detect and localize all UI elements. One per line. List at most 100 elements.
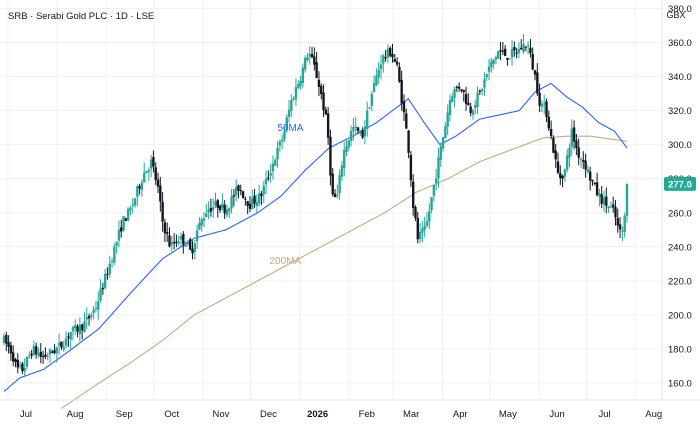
- candle-body[interactable]: [326, 113, 330, 138]
- candle-body[interactable]: [202, 218, 206, 221]
- candle-body[interactable]: [230, 196, 233, 209]
- candle-body[interactable]: [276, 147, 279, 160]
- candle-body[interactable]: [451, 96, 454, 103]
- candle-series[interactable]: [2, 34, 629, 378]
- candle-body[interactable]: [600, 194, 603, 204]
- candle-body[interactable]: [37, 353, 40, 356]
- candle-body[interactable]: [363, 126, 367, 137]
- candle-body[interactable]: [161, 201, 164, 222]
- candle-body[interactable]: [430, 197, 433, 211]
- candle-body[interactable]: [2, 336, 6, 343]
- candle-body[interactable]: [407, 130, 410, 153]
- candle-body[interactable]: [7, 342, 10, 347]
- candle-body[interactable]: [51, 351, 54, 353]
- candle-body[interactable]: [25, 356, 29, 367]
- candle-body[interactable]: [588, 171, 592, 181]
- candle-body[interactable]: [322, 92, 325, 111]
- candle-body[interactable]: [418, 231, 422, 240]
- candle-body[interactable]: [343, 149, 346, 168]
- candle-body[interactable]: [71, 326, 75, 332]
- candle-body[interactable]: [503, 48, 507, 56]
- candle-body[interactable]: [492, 59, 495, 64]
- candle-body[interactable]: [517, 48, 521, 53]
- candle-body[interactable]: [287, 109, 291, 117]
- candle-body[interactable]: [462, 89, 465, 93]
- candle-body[interactable]: [579, 158, 583, 160]
- candle-body[interactable]: [14, 359, 17, 362]
- candle-body[interactable]: [370, 93, 374, 106]
- candle-body[interactable]: [94, 308, 98, 310]
- candle-body[interactable]: [434, 178, 438, 184]
- candle-body[interactable]: [106, 274, 109, 276]
- candle-body[interactable]: [57, 342, 61, 346]
- candle-body[interactable]: [241, 191, 245, 198]
- candle-body[interactable]: [147, 169, 151, 172]
- candle-body[interactable]: [154, 167, 157, 180]
- candle-body[interactable]: [366, 110, 369, 129]
- candle-body[interactable]: [444, 126, 447, 139]
- candle-body[interactable]: [611, 204, 615, 208]
- candle-body[interactable]: [338, 175, 341, 194]
- candle-body[interactable]: [189, 239, 192, 250]
- candle-body[interactable]: [101, 287, 105, 290]
- candle-body[interactable]: [170, 242, 174, 245]
- candle-body[interactable]: [625, 183, 629, 217]
- candle-body[interactable]: [345, 146, 348, 153]
- candle-body[interactable]: [474, 104, 477, 108]
- candle-body[interactable]: [536, 72, 539, 94]
- candle-body[interactable]: [166, 232, 169, 234]
- candle-body[interactable]: [53, 350, 56, 354]
- candle-body[interactable]: [205, 213, 208, 217]
- candle-body[interactable]: [97, 301, 100, 310]
- candle-body[interactable]: [294, 87, 298, 100]
- candle-body[interactable]: [179, 236, 183, 240]
- candle-body[interactable]: [446, 112, 449, 127]
- candle-body[interactable]: [556, 161, 560, 173]
- candle-body[interactable]: [110, 261, 114, 263]
- candle-body[interactable]: [320, 85, 323, 94]
- candle-body[interactable]: [301, 67, 305, 83]
- candle-body[interactable]: [384, 57, 387, 59]
- candle-body[interactable]: [331, 173, 334, 195]
- candle-body[interactable]: [439, 146, 442, 160]
- candle-body[interactable]: [124, 218, 128, 221]
- candle-body[interactable]: [246, 201, 249, 206]
- candle-body[interactable]: [234, 186, 238, 196]
- candle-body[interactable]: [39, 351, 42, 357]
- candle-body[interactable]: [543, 103, 546, 105]
- candle-body[interactable]: [538, 92, 541, 106]
- candle-body[interactable]: [239, 190, 242, 192]
- candle-body[interactable]: [483, 79, 486, 88]
- candle-body[interactable]: [248, 203, 252, 209]
- candle-body[interactable]: [561, 175, 564, 179]
- time-axis[interactable]: Jul Aug Sep Oct Nov Dec 2026 Feb Mar Apr May Jun Jul…: [20, 409, 662, 420]
- candle-body[interactable]: [356, 127, 360, 132]
- candle-body[interactable]: [48, 349, 52, 355]
- candle-body[interactable]: [598, 193, 601, 197]
- candle-body[interactable]: [315, 62, 318, 78]
- candle-body[interactable]: [244, 198, 247, 200]
- candle-body[interactable]: [354, 126, 357, 128]
- candle-body[interactable]: [143, 172, 146, 183]
- candle-body[interactable]: [572, 127, 576, 142]
- candle-body[interactable]: [67, 336, 70, 338]
- candle-body[interactable]: [400, 79, 403, 104]
- candle-body[interactable]: [460, 89, 463, 91]
- candle-body[interactable]: [393, 59, 396, 62]
- candle-body[interactable]: [421, 228, 424, 233]
- candle-body[interactable]: [416, 217, 419, 240]
- candle-body[interactable]: [379, 64, 383, 70]
- candle-body[interactable]: [103, 273, 107, 288]
- candle-body[interactable]: [11, 352, 15, 362]
- candle-body[interactable]: [177, 241, 180, 244]
- candle-body[interactable]: [476, 93, 479, 107]
- candle-body[interactable]: [566, 155, 569, 170]
- candle-body[interactable]: [283, 131, 286, 140]
- candle-body[interactable]: [382, 55, 385, 64]
- candle-body[interactable]: [129, 208, 132, 211]
- candle-body[interactable]: [398, 66, 401, 82]
- candle-body[interactable]: [595, 182, 599, 195]
- candle-body[interactable]: [524, 46, 528, 48]
- candle-body[interactable]: [586, 169, 590, 172]
